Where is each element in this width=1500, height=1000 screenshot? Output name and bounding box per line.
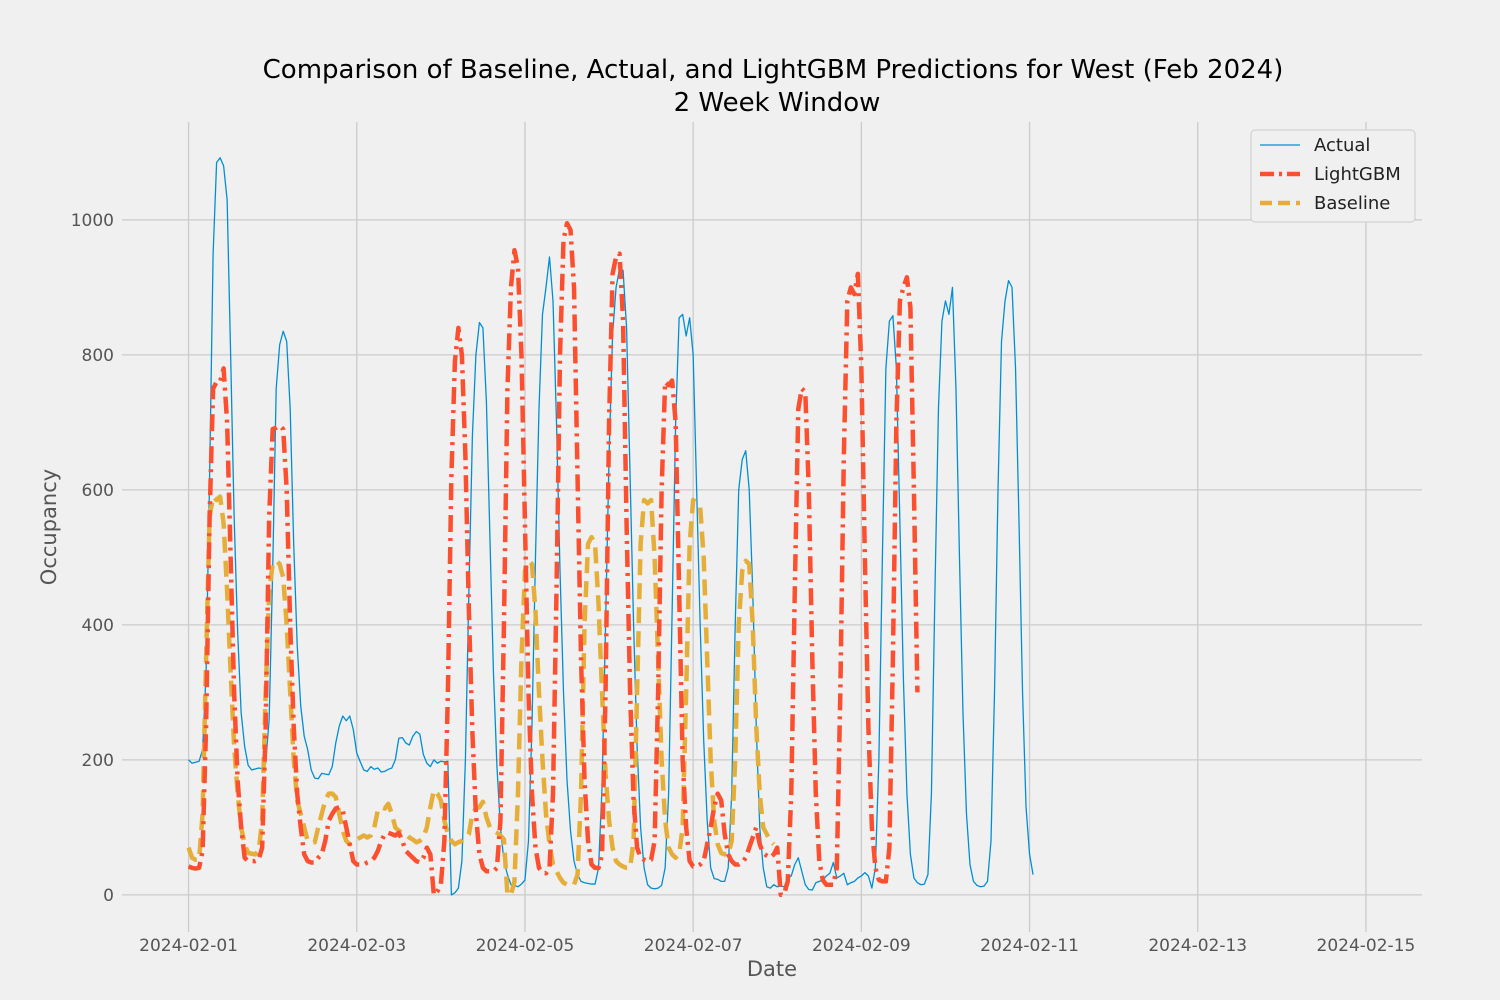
- legend-box: [1250, 129, 1416, 223]
- y-tick-labels: 0 200 400 600 800 1000: [71, 211, 114, 906]
- y-tick-label: 400: [82, 616, 114, 636]
- series-lines: [186, 157, 1034, 898]
- x-tick-labels: 2024-02-01 2024-02-03 2024-02-05 2024-02-07…: [139, 936, 1415, 956]
- legend-label: LightGBM: [1314, 164, 1401, 185]
- x-tick-label: 2024-02-11: [980, 936, 1079, 956]
- x-tick-label: 2024-02-03: [307, 936, 406, 956]
- x-tick-label: 2024-02-01: [139, 936, 238, 956]
- series-line-actual: [188, 157, 1034, 896]
- y-tick-label: 0: [103, 886, 114, 906]
- x-tick-label: 2024-02-13: [1148, 936, 1247, 956]
- series-line-baseline: [186, 494, 776, 898]
- y-tick-label: 600: [82, 481, 114, 501]
- series-line-lightgbm: [187, 221, 920, 898]
- chart-title: Comparison of Baseline, Actual, and Ligh…: [263, 55, 1284, 85]
- x-tick-label: 2024-02-05: [476, 936, 575, 956]
- chart-subtitle: 2 Week Window: [674, 88, 881, 118]
- legend: Actual LightGBM Baseline: [1250, 129, 1416, 223]
- y-tick-label: 200: [82, 751, 114, 771]
- x-tick-label: 2024-02-07: [644, 936, 743, 956]
- y-axis-label: Occupancy: [37, 469, 61, 585]
- x-tick-label: 2024-02-09: [812, 936, 911, 956]
- legend-label: Actual: [1314, 135, 1370, 156]
- y-tick-label: 800: [82, 346, 114, 366]
- y-tick-label: 1000: [71, 211, 114, 231]
- legend-label: Baseline: [1314, 193, 1390, 214]
- x-axis-label: Date: [747, 957, 797, 981]
- x-tick-label: 2024-02-15: [1317, 936, 1416, 956]
